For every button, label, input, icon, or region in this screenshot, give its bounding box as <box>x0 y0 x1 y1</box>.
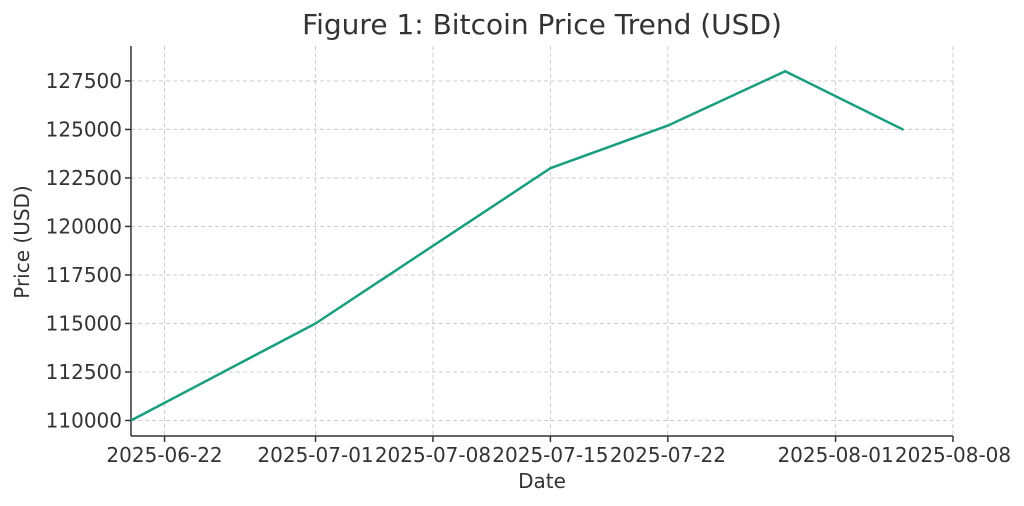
y-tick-label: 122500 <box>46 166 122 190</box>
x-tick-label: 2025-07-15 <box>492 443 608 467</box>
x-tick-label: 2025-07-22 <box>610 443 726 467</box>
y-tick-label: 112500 <box>46 360 122 384</box>
tick-layer: 110000 112500 115000 117500 120000 122500 1250… <box>46 69 1011 467</box>
y-tick-label: 115000 <box>46 311 122 335</box>
y-tick-label: 117500 <box>46 263 122 287</box>
y-axis-label: Price (USD) <box>10 185 34 299</box>
x-tick-label: 2025-07-01 <box>257 443 373 467</box>
data-point <box>549 167 552 170</box>
data-point <box>901 128 904 131</box>
x-axis-label: Date <box>518 469 566 493</box>
data-point <box>314 322 317 325</box>
y-tick-label: 110000 <box>46 408 122 432</box>
series-line <box>130 69 904 422</box>
data-point <box>666 124 670 127</box>
axes-layer <box>130 46 953 437</box>
x-tick-label: 2025-08-01 <box>777 443 893 467</box>
chart-title: Figure 1: Bitcoin Price Trend (USD) <box>302 8 782 41</box>
data-point <box>784 70 787 73</box>
y-tick-label: 120000 <box>46 214 122 238</box>
x-tick-label: 2025-07-08 <box>375 443 491 467</box>
x-tick-label: 2025-08-08 <box>895 443 1011 467</box>
x-tick-label: 2025-06-22 <box>106 443 222 467</box>
series-layer <box>129 69 904 422</box>
grid-layer <box>131 46 954 436</box>
y-tick-label: 127500 <box>46 69 122 93</box>
y-tick-label: 125000 <box>46 117 122 141</box>
